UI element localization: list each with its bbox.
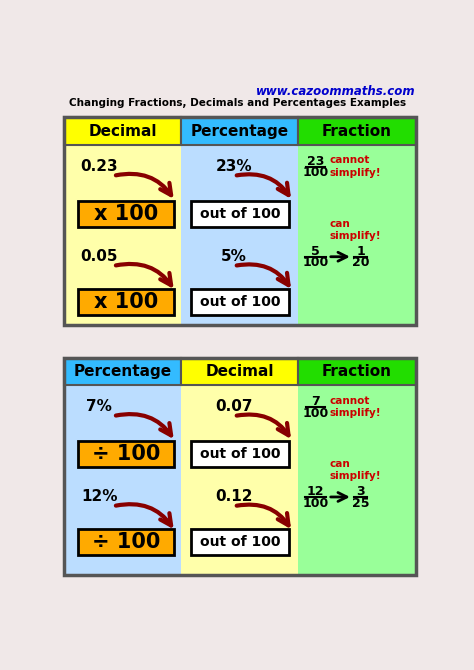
Text: Decimal: Decimal (206, 364, 274, 379)
Text: out of 100: out of 100 (200, 535, 280, 549)
Text: 0.23: 0.23 (80, 159, 118, 174)
Text: 12%: 12% (81, 490, 118, 505)
Text: ÷ 100: ÷ 100 (92, 444, 160, 464)
Bar (78, 289, 174, 316)
Bar (78, 441, 174, 467)
Bar (191, 441, 289, 467)
Text: 1: 1 (356, 245, 365, 258)
Text: 100: 100 (302, 496, 328, 510)
Text: cannot
simplify!: cannot simplify! (329, 155, 381, 178)
Bar (299, 117, 416, 145)
Text: Percentage: Percentage (191, 124, 289, 139)
Bar (181, 358, 299, 575)
Text: 7%: 7% (86, 399, 112, 414)
Text: 100: 100 (302, 407, 328, 419)
Text: 0.07: 0.07 (215, 399, 253, 414)
Bar (191, 529, 289, 555)
Text: 0.05: 0.05 (80, 249, 118, 264)
Text: 23: 23 (307, 155, 324, 168)
Bar (181, 358, 299, 385)
Text: out of 100: out of 100 (200, 206, 280, 220)
Bar (64, 358, 181, 385)
Text: www.cazoommaths.com: www.cazoommaths.com (256, 84, 416, 98)
Text: out of 100: out of 100 (200, 447, 280, 461)
Text: 23%: 23% (216, 159, 252, 174)
Text: x 100: x 100 (94, 204, 158, 224)
Bar (181, 117, 299, 325)
Text: 0.12: 0.12 (215, 490, 253, 505)
Text: 7: 7 (311, 395, 320, 408)
Text: ÷ 100: ÷ 100 (92, 533, 160, 552)
Text: 100: 100 (302, 257, 328, 269)
Bar (78, 200, 174, 226)
Bar (78, 529, 174, 555)
Bar (181, 117, 299, 145)
Text: 20: 20 (352, 257, 369, 269)
Bar (64, 358, 416, 575)
Bar (299, 358, 416, 575)
Bar (64, 117, 416, 325)
Text: 5%: 5% (221, 249, 247, 264)
Text: Percentage: Percentage (73, 364, 172, 379)
Bar (299, 117, 416, 325)
Text: x 100: x 100 (94, 292, 158, 312)
Bar (299, 358, 416, 385)
Bar (64, 117, 181, 325)
Text: 25: 25 (352, 496, 369, 510)
Bar (191, 200, 289, 226)
Text: 12: 12 (307, 485, 324, 498)
Text: Changing Fractions, Decimals and Percentages Examples: Changing Fractions, Decimals and Percent… (69, 98, 406, 109)
Bar (64, 117, 181, 145)
Text: cannot
simplify!: cannot simplify! (329, 396, 381, 418)
Text: Fraction: Fraction (322, 364, 392, 379)
Text: 100: 100 (302, 166, 328, 180)
Bar (64, 358, 181, 575)
Text: 5: 5 (311, 245, 320, 258)
Text: Decimal: Decimal (88, 124, 157, 139)
Text: out of 100: out of 100 (200, 295, 280, 309)
Text: 3: 3 (356, 485, 365, 498)
Bar (191, 289, 289, 316)
Text: can
simplify!: can simplify! (329, 459, 381, 481)
Text: Fraction: Fraction (322, 124, 392, 139)
Text: can
simplify!: can simplify! (329, 218, 381, 241)
